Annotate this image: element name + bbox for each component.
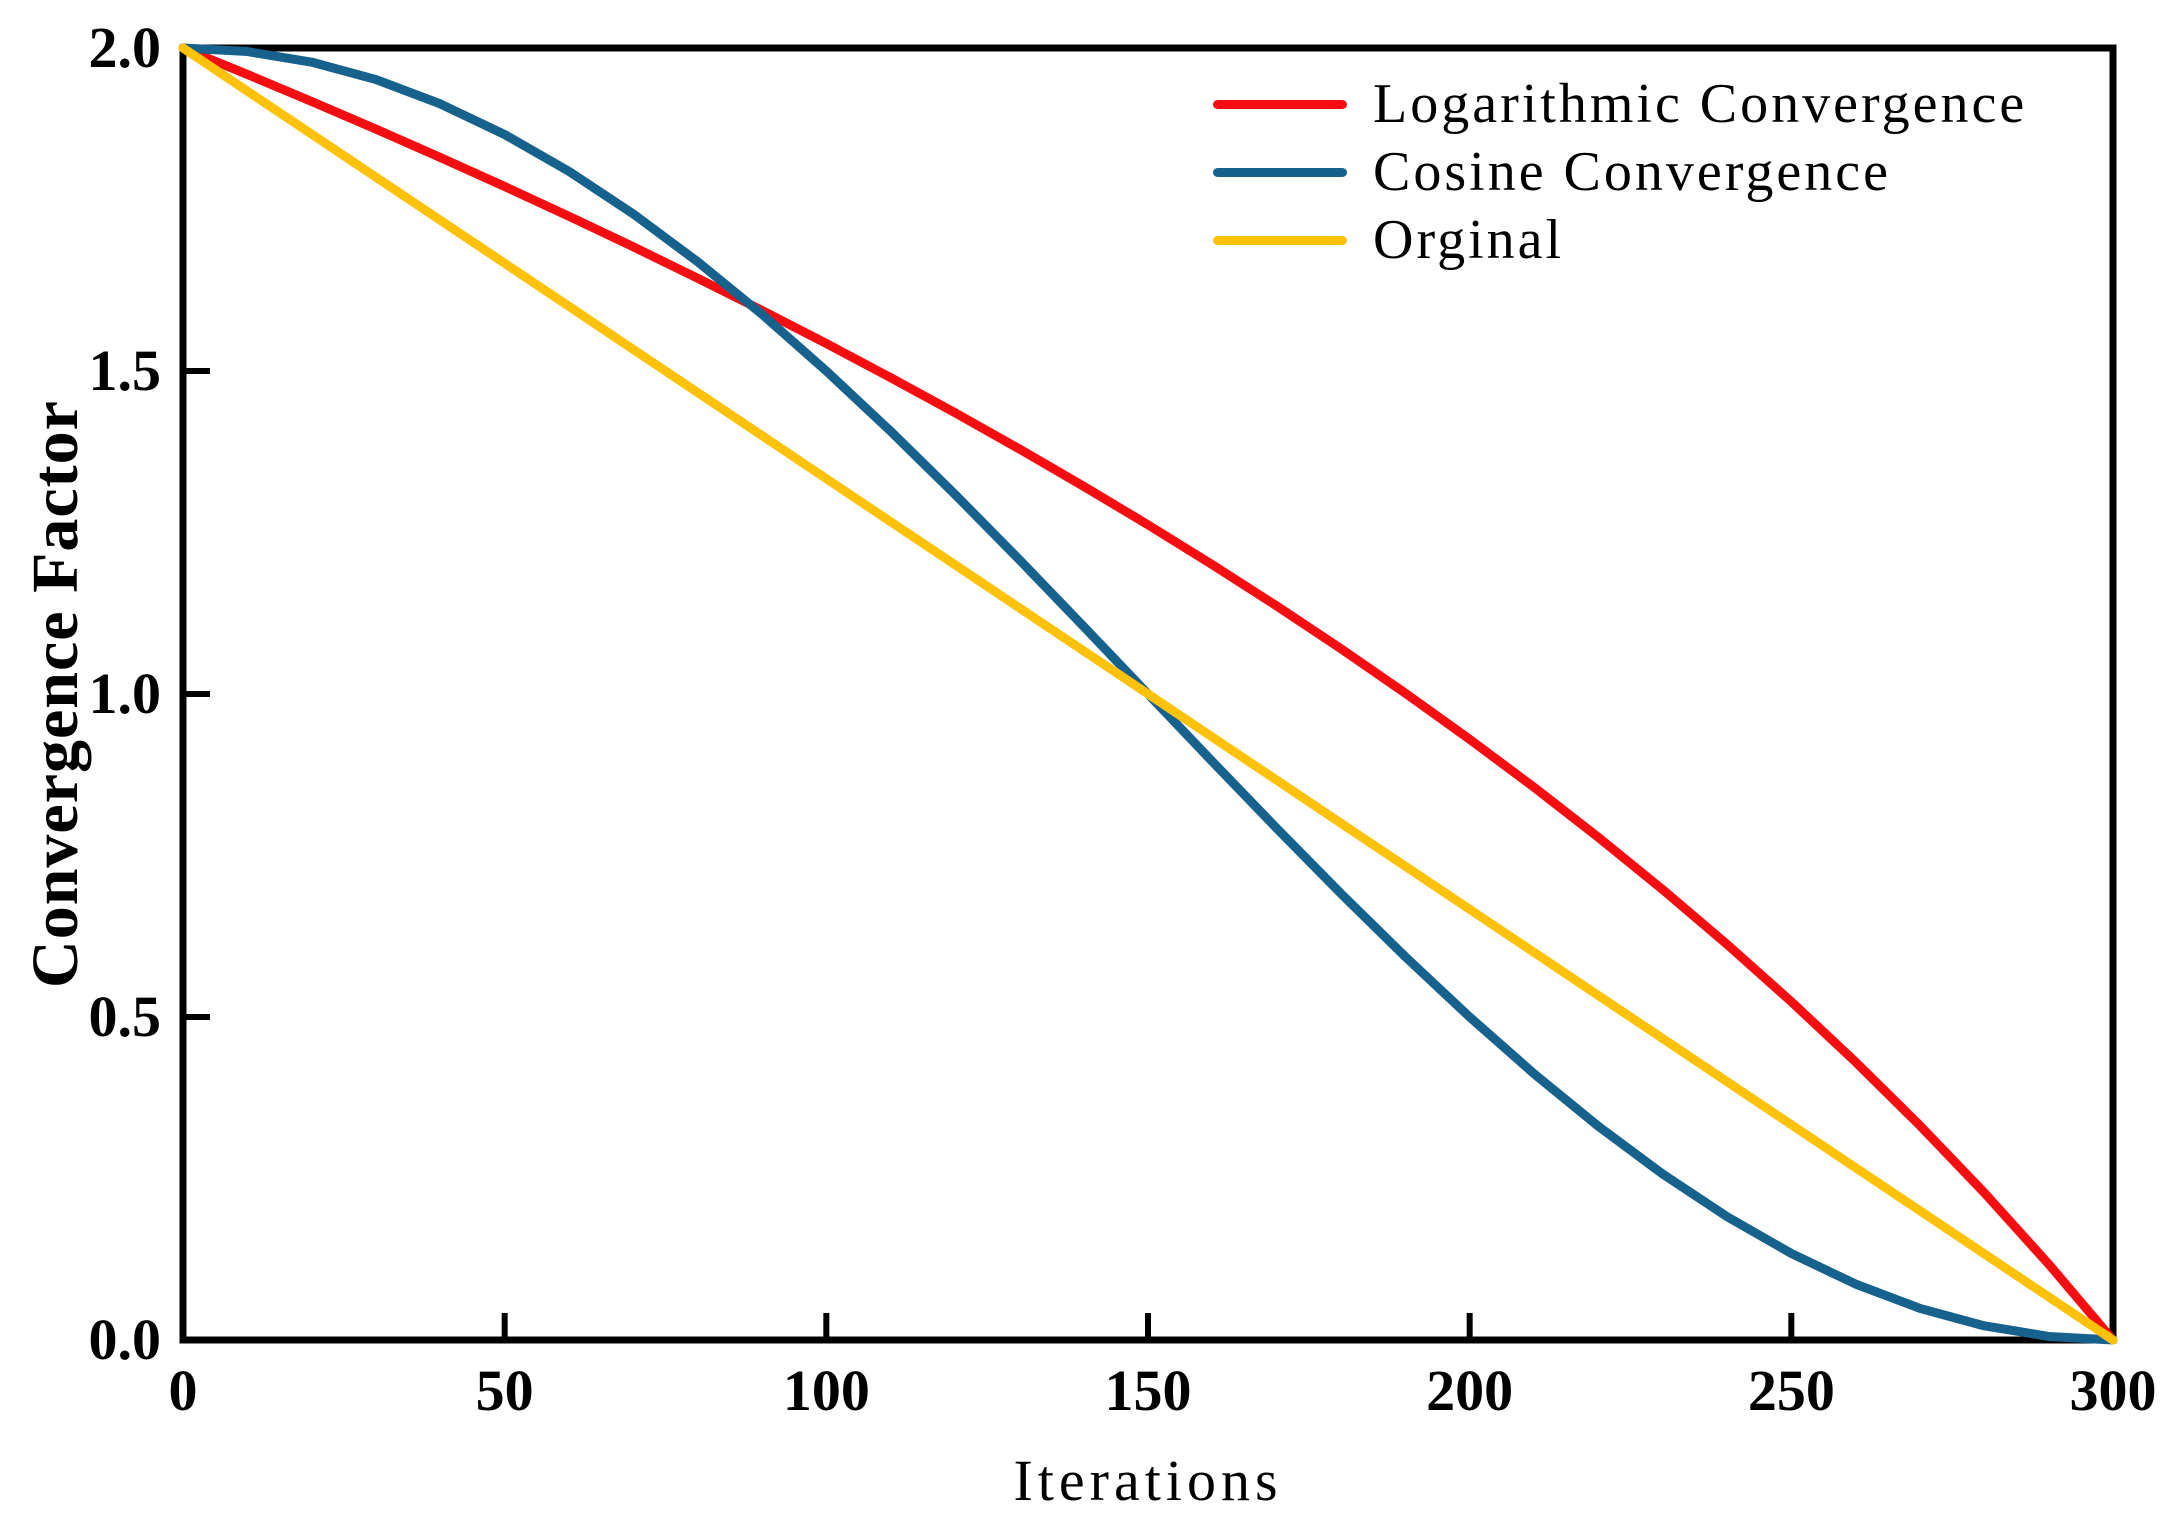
legend-label: Logarithmic Convergence — [1373, 73, 2028, 135]
y-axis-label: Convergence Factor — [19, 400, 92, 988]
series-line-0 — [178, 43, 2118, 1345]
x-tick-label: 0 — [168, 1358, 198, 1423]
x-tick-label: 50 — [475, 1358, 534, 1423]
y-tick-label: 0.0 — [88, 1307, 162, 1372]
legend-item-logarithmic-convergence: Logarithmic Convergence — [1213, 70, 2027, 138]
y-tick-label: 1.5 — [88, 338, 162, 403]
x-tick-label: 300 — [2069, 1358, 2157, 1423]
y-tick-label: 2.0 — [88, 15, 162, 80]
legend-label: Cosine Convergence — [1373, 141, 1891, 203]
legend-item-orginal: Orginal — [1213, 206, 2027, 274]
x-tick-label: 150 — [1104, 1358, 1192, 1423]
legend: Logarithmic Convergence Cosine Convergen… — [1213, 70, 2027, 274]
legend-item-cosine-convergence: Cosine Convergence — [1213, 138, 2027, 206]
y-tick-label: 1.0 — [88, 661, 162, 726]
legend-line-swatch-blue — [1213, 167, 1347, 177]
legend-line-swatch-yellow — [1213, 235, 1347, 245]
legend-label: Orginal — [1373, 209, 1565, 271]
x-axis-label: Iterations — [1013, 1448, 1283, 1513]
x-tick-label: 200 — [1426, 1358, 1514, 1423]
y-tick-label: 0.5 — [88, 984, 162, 1049]
legend-line-swatch-red — [1213, 99, 1347, 109]
axes-box — [179, 44, 2117, 1344]
series-line-2 — [178, 43, 2118, 1345]
x-tick-label: 250 — [1747, 1358, 1835, 1423]
x-tick-label: 100 — [782, 1358, 870, 1423]
